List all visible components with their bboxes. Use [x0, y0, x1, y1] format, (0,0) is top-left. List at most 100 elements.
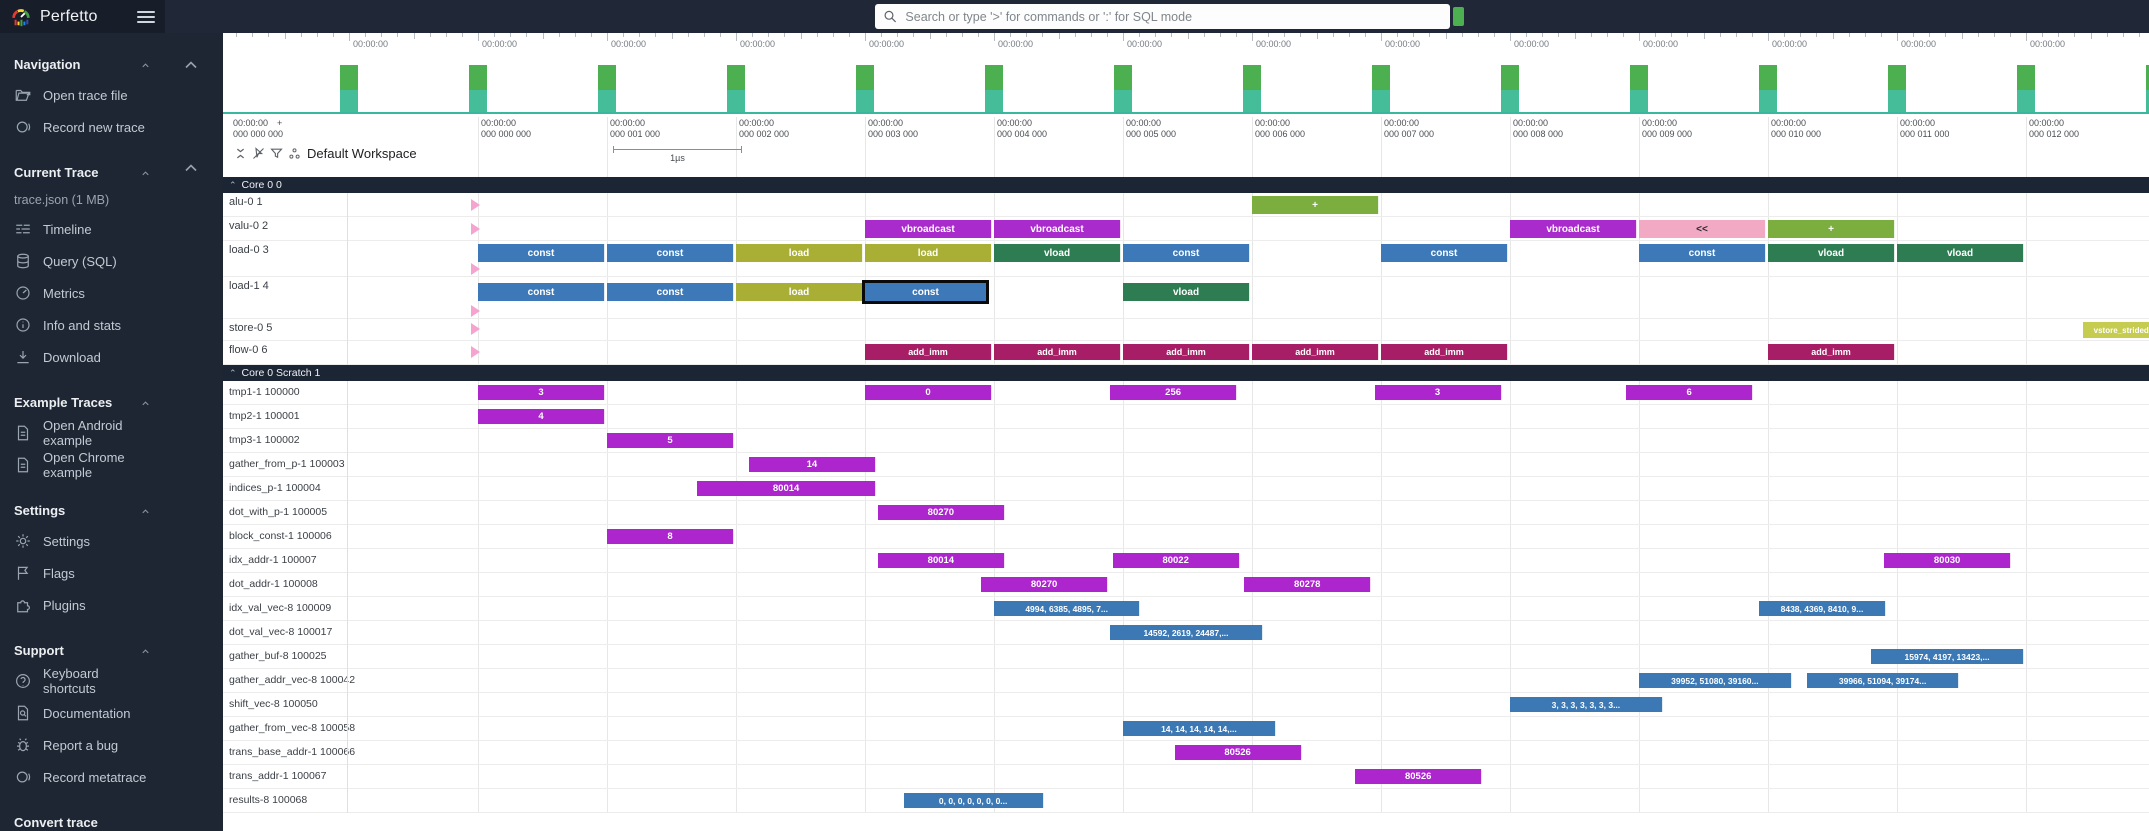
- workspace-icon[interactable]: [287, 146, 302, 161]
- chevron-up-icon[interactable]: [140, 167, 151, 178]
- sidebar-section-title[interactable]: Support: [0, 635, 165, 665]
- slice-add_imm[interactable]: add_imm: [994, 344, 1121, 360]
- slice-+[interactable]: +: [1252, 196, 1379, 214]
- slice-add_imm[interactable]: add_imm: [1123, 344, 1250, 360]
- sidebar-item-info-and-stats[interactable]: Info and stats: [0, 309, 165, 341]
- sidebar-item-record-metatrace[interactable]: Record metatrace: [0, 761, 165, 793]
- slice-6[interactable]: 6: [1626, 385, 1754, 400]
- collapse-caret-icon[interactable]: ⌃: [229, 179, 237, 190]
- slice-const[interactable]: const: [607, 244, 734, 262]
- slice-0_0_0_0_0_0_0_[interactable]: 0, 0, 0, 0, 0, 0, 0...: [903, 793, 1044, 808]
- slice-14[interactable]: 14: [748, 457, 876, 472]
- slice-39966_51094_39174_[interactable]: 39966, 51094, 39174...: [1806, 673, 1960, 688]
- sidebar-item-settings[interactable]: Settings: [0, 525, 165, 557]
- sidebar-item-query-sql-[interactable]: Query (SQL): [0, 245, 165, 277]
- slice-80526[interactable]: 80526: [1355, 769, 1483, 784]
- sidebar-item-open-trace-file[interactable]: Open trace file: [0, 79, 165, 111]
- slice-vbroadcast[interactable]: vbroadcast: [865, 220, 992, 238]
- slice-vload[interactable]: vload: [1897, 244, 2024, 262]
- sidebar-section-title[interactable]: Settings: [0, 495, 165, 525]
- cursor-disabled-icon[interactable]: [251, 146, 266, 161]
- sidebar-item-flags[interactable]: Flags: [0, 557, 165, 589]
- chevron-up-icon[interactable]: [140, 397, 151, 408]
- slice-vbroadcast[interactable]: vbroadcast: [1510, 220, 1637, 238]
- menu-icon[interactable]: [137, 8, 155, 26]
- slice-5[interactable]: 5: [607, 433, 734, 448]
- slice-const[interactable]: const: [1123, 244, 1250, 262]
- slice-3[interactable]: 3: [478, 385, 605, 400]
- sidebar-item-documentation[interactable]: Documentation: [0, 697, 165, 729]
- slice-4994_6385_4895_7_[interactable]: 4994, 6385, 4895, 7...: [994, 601, 1141, 616]
- slice-4[interactable]: 4: [478, 409, 605, 424]
- slice-3_3_3_3_3_3_3_[interactable]: 3, 3, 3, 3, 3, 3, 3...: [1510, 697, 1663, 712]
- slice-3[interactable]: 3: [1374, 385, 1502, 400]
- slice-load[interactable]: load: [865, 244, 992, 262]
- slice-vload[interactable]: vload: [1123, 283, 1250, 301]
- slice-vbroadcast[interactable]: vbroadcast: [994, 220, 1121, 238]
- slice-add_imm[interactable]: add_imm: [865, 344, 992, 360]
- slice-+[interactable]: +: [1768, 220, 1895, 238]
- workspace-selector[interactable]: Default Workspace: [307, 146, 417, 161]
- search-box[interactable]: [875, 4, 1450, 29]
- slice-const[interactable]: const: [862, 280, 989, 304]
- ruler-tick: [1235, 33, 1237, 37]
- slice-add_imm[interactable]: add_imm: [1252, 344, 1379, 360]
- sidebar-item-plugins[interactable]: Plugins: [0, 589, 165, 621]
- slice-<<[interactable]: <<: [1639, 220, 1766, 238]
- slice-80030[interactable]: 80030: [1884, 553, 2012, 568]
- chevron-up-icon[interactable]: [140, 59, 151, 70]
- slice-80526[interactable]: 80526: [1174, 745, 1302, 760]
- slice-0[interactable]: 0: [865, 385, 992, 400]
- status-indicator[interactable]: [1453, 7, 1464, 26]
- collapse-vertical-icon[interactable]: [233, 146, 248, 161]
- slice-80014[interactable]: 80014: [697, 481, 876, 496]
- slice-vstore_strided[interactable]: vstore_strided: [2082, 322, 2149, 338]
- slice-vload[interactable]: vload: [1768, 244, 1895, 262]
- slice-add_imm[interactable]: add_imm: [1381, 344, 1508, 360]
- sidebar-section-title[interactable]: Example Traces: [0, 387, 165, 417]
- slice-14592_2619_24487_[interactable]: 14592, 2619, 24487,...: [1110, 625, 1263, 640]
- slice-8438_4369_8410_9_[interactable]: 8438, 4369, 8410, 9...: [1758, 601, 1886, 616]
- slice-80278[interactable]: 80278: [1244, 577, 1372, 592]
- sidebar-item-report-a-bug[interactable]: Report a bug: [0, 729, 165, 761]
- collapse-tracks-icon[interactable]: [181, 158, 201, 178]
- slice-14_14_14_14_14_[interactable]: 14, 14, 14, 14, 14,...: [1123, 721, 1276, 736]
- group-header-core-0-0[interactable]: ⌃ Core 0 0: [223, 177, 2149, 193]
- slice-vload[interactable]: vload: [994, 244, 1121, 262]
- chevron-up-icon[interactable]: [140, 645, 151, 656]
- sidebar-item-open-android-example[interactable]: Open Android example: [0, 417, 165, 449]
- group-header-core-0-scratch-1[interactable]: ⌃ Core 0 Scratch 1: [223, 365, 2149, 381]
- slice-add_imm[interactable]: add_imm: [1768, 344, 1895, 360]
- slice-const[interactable]: const: [1639, 244, 1766, 262]
- slice-const[interactable]: const: [478, 244, 605, 262]
- collapse-caret-icon[interactable]: ⌃: [229, 367, 237, 378]
- sidebar-item-record-new-trace[interactable]: Record new trace: [0, 111, 165, 143]
- search-input[interactable]: [905, 9, 1442, 24]
- collapse-overview-icon[interactable]: [181, 55, 201, 75]
- slice-const[interactable]: const: [607, 283, 734, 301]
- sidebar-item-timeline[interactable]: Timeline: [0, 213, 165, 245]
- sidebar-section-title[interactable]: Convert trace: [0, 807, 165, 831]
- slice-39952_51080_39160_[interactable]: 39952, 51080, 39160...: [1639, 673, 1792, 688]
- slice-80270[interactable]: 80270: [877, 505, 1005, 520]
- slice-const[interactable]: const: [478, 283, 605, 301]
- slice-80014[interactable]: 80014: [877, 553, 1005, 568]
- slice-80270[interactable]: 80270: [981, 577, 1109, 592]
- sidebar-item-download[interactable]: Download: [0, 341, 165, 373]
- filter-icon[interactable]: [269, 146, 284, 161]
- slice-load[interactable]: load: [736, 244, 863, 262]
- doc-search-icon: [14, 704, 32, 722]
- slice-load[interactable]: load: [736, 283, 863, 301]
- chevron-up-icon[interactable]: [140, 505, 151, 516]
- sidebar-section-title[interactable]: Current Trace: [0, 157, 165, 187]
- slice-15974_4197_13423_[interactable]: 15974, 4197, 13423,...: [1871, 649, 2024, 664]
- slice-8[interactable]: 8: [607, 529, 734, 544]
- sidebar-section-title[interactable]: Navigation: [0, 49, 165, 79]
- sidebar-item-metrics[interactable]: Metrics: [0, 277, 165, 309]
- sidebar-item-keyboard-shortcuts[interactable]: Keyboard shortcuts: [0, 665, 165, 697]
- sidebar-item-open-chrome-example[interactable]: Open Chrome example: [0, 449, 165, 481]
- slice-const[interactable]: const: [1381, 244, 1508, 262]
- sidebar-item-trace-json-1-mb-[interactable]: trace.json (1 MB): [0, 187, 165, 213]
- slice-256[interactable]: 256: [1110, 385, 1238, 400]
- slice-80022[interactable]: 80022: [1112, 553, 1240, 568]
